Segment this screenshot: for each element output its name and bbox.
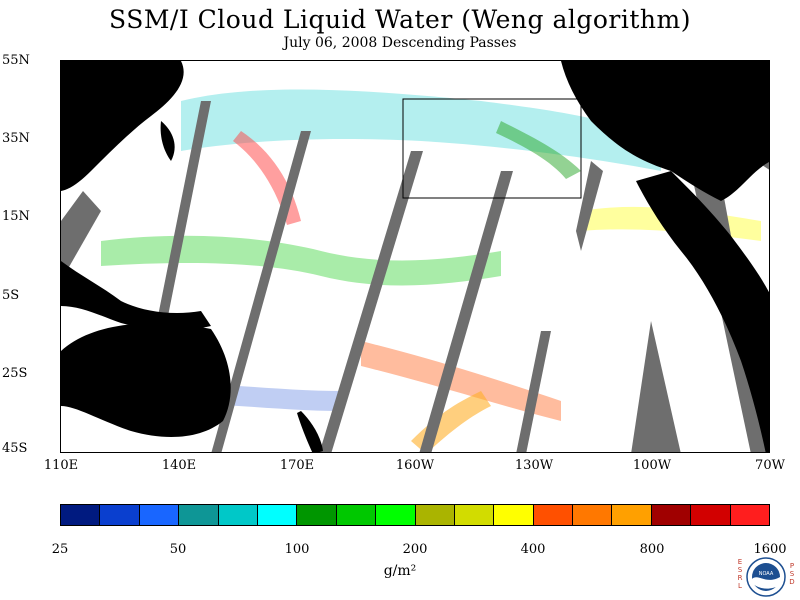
colorbar-tick: 25: [51, 542, 69, 557]
colorbar-swatch: [257, 505, 298, 525]
lon-label-160w: 160W: [395, 458, 435, 473]
lat-label-45s: 45S: [2, 441, 28, 456]
colorbar-swatch: [100, 505, 140, 525]
colorbar-units: g/m²: [383, 563, 417, 579]
colorbar-swatch: [218, 505, 258, 525]
lat-label-55n: 55N: [2, 53, 30, 68]
colorbar-swatch: [415, 505, 455, 525]
lon-label-140e: 140E: [161, 458, 197, 473]
colorbar-swatch: [612, 505, 652, 525]
lat-label-15n: 15N: [2, 209, 30, 224]
map-canvas: [61, 61, 769, 452]
colorbar-tick: 200: [402, 542, 428, 557]
noaa-emblem-icon: NOAA: [746, 557, 786, 597]
colorbar-swatch: [651, 505, 692, 525]
colorbar-swatch: [573, 505, 613, 525]
lon-label-170e: 170E: [279, 458, 315, 473]
colorbar-swatch: [691, 505, 731, 525]
colorbar-swatch: [336, 505, 377, 525]
colorbar-swatch: [179, 505, 219, 525]
lon-label-130w: 130W: [514, 458, 554, 473]
colorbar-tick: 100: [284, 542, 310, 557]
colorbar-swatch: [139, 505, 180, 525]
colorbar-swatch: [297, 505, 337, 525]
colorbar-swatch: [533, 505, 574, 525]
colorbar-swatch: [61, 505, 101, 525]
lat-label-25s: 25S: [2, 366, 28, 381]
colorbar: [60, 504, 770, 526]
logo-text: NOAA: [759, 571, 774, 577]
land-masses: [61, 61, 769, 452]
lon-label-110e: 110E: [43, 458, 79, 473]
lon-label-100w: 100W: [632, 458, 672, 473]
cloud-water-map: [60, 60, 770, 453]
lon-label-70w: 70W: [755, 458, 785, 473]
colorbar-tick: 400: [520, 542, 546, 557]
colorbar-swatch: [376, 505, 416, 525]
map-title: SSM/I Cloud Liquid Water (Weng algorithm…: [109, 5, 691, 34]
lat-label-35n: 35N: [2, 131, 30, 146]
colorbar-swatch: [454, 505, 495, 525]
lat-label-5s: 5S: [2, 288, 20, 303]
map-subtitle: July 06, 2008 Descending Passes: [283, 35, 517, 51]
colorbar-swatch: [494, 505, 534, 525]
colorbar-tick: 1600: [753, 542, 787, 557]
outlined-region: [402, 98, 582, 199]
colorbar-tick: 800: [639, 542, 665, 557]
colorbar-swatch: [730, 505, 770, 525]
colorbar-tick: 50: [169, 542, 187, 557]
